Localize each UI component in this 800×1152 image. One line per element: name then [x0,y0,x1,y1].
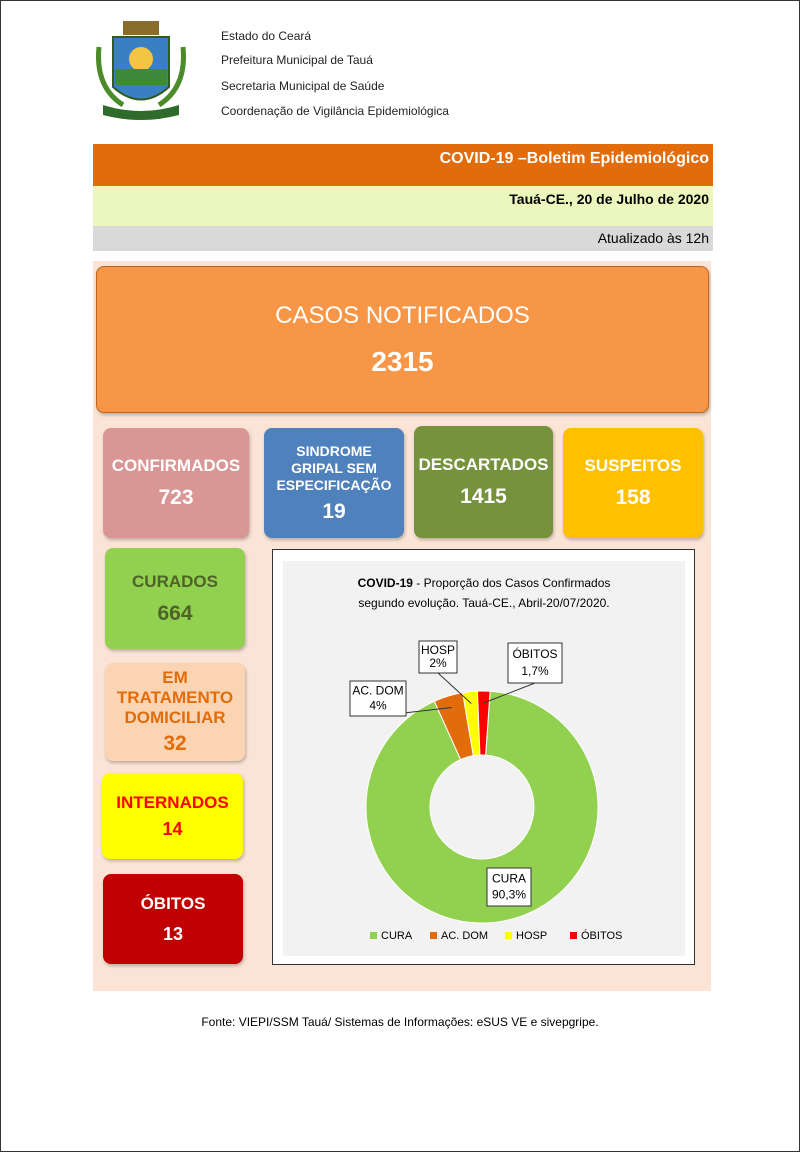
source: Fonte: VIEPI/SSM Tauá/ Sistemas de Infor… [201,1015,599,1029]
chart-title-text: segundo evolução. Tauá-CE., Abril-20/07/… [358,596,609,610]
callout-category: ÓBITOS [512,646,557,661]
chart: COVID-19 - Proporção dos Casos Confirmad… [272,549,695,965]
legend-label: ÓBITOS [581,929,622,942]
card: CASOS NOTIFICADOS 2315 [96,266,709,413]
banner-title: COVID-19 –Boletim Epidemiológico [93,144,713,186]
header-line: Prefeitura Municipal de Tauá [221,53,373,67]
banner-date: Tauá-CE., 20 de Julho de 2020 [93,186,713,226]
banner-updated: Atualizado às 12h [93,226,713,251]
data-label: 1,7% [521,664,549,678]
leader-line [437,672,472,704]
card-label: INTERNADOS [116,792,229,812]
callout-box [507,642,563,684]
card-value: 723 [158,486,194,509]
callout-category: HOSP [421,643,455,657]
card-value: 158 [615,486,651,509]
legend-swatch [430,932,437,939]
card-value: 32 [163,732,187,755]
header-line: Coordenação de Vigilância Epidemiológica [221,104,449,118]
legend-swatch [505,932,512,939]
callout-box [349,680,407,717]
card: SINDROME GRIPAL SEM ESPECIFICAÇÃO 19 [264,428,404,538]
card-label: CURADOS [132,571,218,591]
card-label: DESCARTADOS [418,455,549,474]
card: EM TRATAMENTO DOMICILIAR 32 [105,663,245,761]
leader-line [483,682,536,704]
card-value: 13 [162,923,184,944]
callout-category: AC. DOM [352,684,403,698]
data-label: 4% [369,698,387,712]
data-label: 90,3% [492,888,526,902]
card-label: EM TRATAMENTO DOMICILIAR [116,668,234,727]
header-line: Secretaria Municipal de Saúde [221,79,385,93]
card: CURADOS 664 [105,548,245,649]
card-label: SUSPEITOS [584,456,682,475]
legend-swatch [370,932,377,939]
legend-label: CURA [381,930,413,942]
card: CONFIRMADOS 723 [103,428,249,538]
card-value: 19 [322,499,346,523]
data-label: 2% [429,656,447,670]
callout-category: CURA [492,872,526,886]
card: SUSPEITOS 158 [563,428,703,538]
callout-box [486,867,532,907]
donut-slice [365,690,599,924]
header-line: Estado do Ceará [221,29,312,43]
chart-title: COVID-19 - Proporção dos Casos Confirmad… [358,576,611,590]
card-label: CASOS NOTIFICADOS [275,301,530,329]
card: DESCARTADOS 1415 [414,426,553,538]
donut-slice [476,690,491,756]
legend-label: HOSP [516,930,547,942]
logo [96,21,186,120]
card: ÓBITOS 13 [103,874,243,964]
card: INTERNADOS 14 [102,773,243,859]
card-value: 2315 [371,345,434,377]
card-label: CONFIRMADOS [111,456,241,475]
card-value: 1415 [460,485,507,508]
legend-swatch [570,932,577,939]
card-label: ÓBITOS [140,893,206,913]
legend-label: AC. DOM [441,930,488,942]
chart-title-prefix: COVID-19 [358,576,414,590]
chart-title-text: - Proporção dos Casos Confirmados [416,576,610,590]
callout-box [418,640,458,674]
card-value: 14 [162,818,183,839]
card-value: 664 [157,601,193,625]
card-label: SINDROME GRIPAL SEM ESPECIFICAÇÃO [276,442,392,493]
